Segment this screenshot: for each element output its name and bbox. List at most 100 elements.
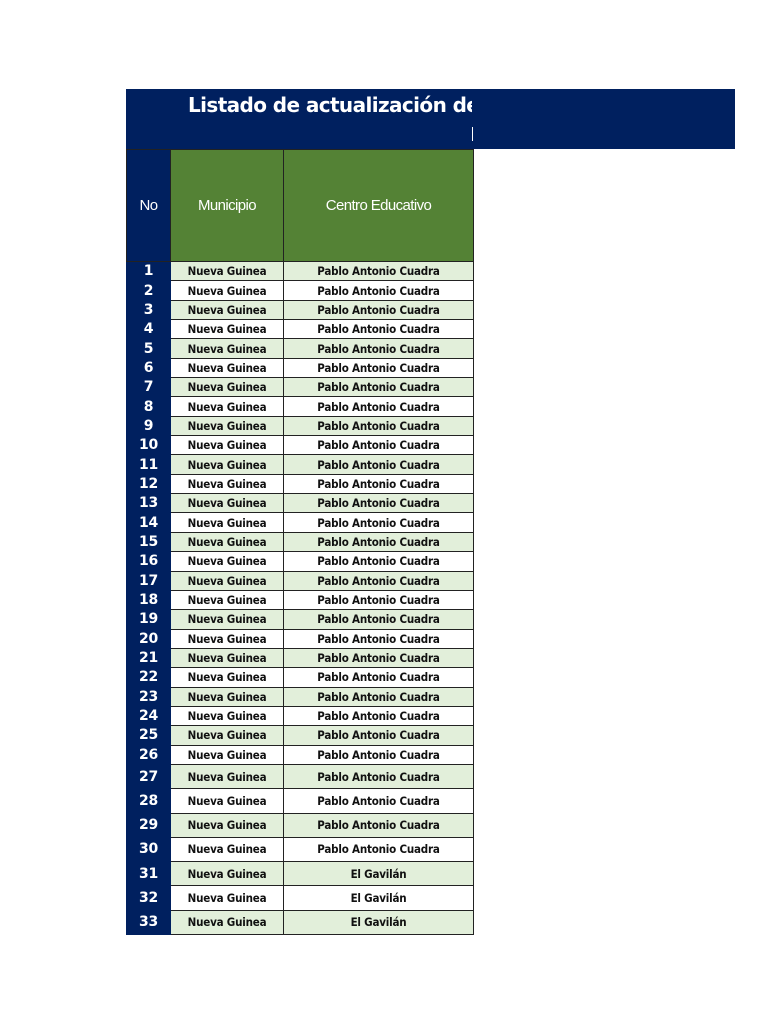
cell-centro: Pablo Antonio Cuadra bbox=[283, 260, 474, 282]
table-row: 13 Nueva Guinea Pablo Antonio Cuadra bbox=[126, 493, 474, 514]
cell-centro: El Gavilán bbox=[283, 885, 474, 911]
table-row: 32 Nueva Guinea El Gavilán bbox=[126, 885, 474, 911]
cell-municipio: Nueva Guinea bbox=[170, 744, 284, 765]
cell-no: 7 bbox=[126, 377, 171, 398]
cell-no: 4 bbox=[126, 319, 171, 340]
cell-municipio: Nueva Guinea bbox=[170, 260, 284, 282]
cell-municipio: Nueva Guinea bbox=[170, 812, 284, 838]
cell-municipio: Nueva Guinea bbox=[170, 788, 284, 814]
cell-municipio: Nueva Guinea bbox=[170, 686, 284, 707]
cell-municipio: Nueva Guinea bbox=[170, 493, 284, 514]
cell-centro: Pablo Antonio Cuadra bbox=[283, 377, 474, 398]
cell-municipio: Nueva Guinea bbox=[170, 415, 284, 437]
cell-no: 31 bbox=[126, 861, 171, 887]
cell-no: 17 bbox=[126, 570, 171, 591]
cell-no: 10 bbox=[126, 435, 171, 456]
cell-no: 33 bbox=[126, 909, 171, 936]
cell-centro: Pablo Antonio Cuadra bbox=[283, 357, 474, 379]
cell-centro: Pablo Antonio Cuadra bbox=[283, 319, 474, 340]
table-row: 19 Nueva Guinea Pablo Antonio Cuadra bbox=[126, 609, 474, 630]
cell-centro: Pablo Antonio Cuadra bbox=[283, 338, 474, 359]
table-row: 9 Nueva Guinea Pablo Antonio Cuadra bbox=[126, 415, 474, 437]
cell-no: 21 bbox=[126, 647, 171, 669]
cell-municipio: Nueva Guinea bbox=[170, 531, 284, 553]
cell-no: 19 bbox=[126, 609, 171, 630]
cell-centro: Pablo Antonio Cuadra bbox=[283, 589, 474, 611]
cell-centro: Pablo Antonio Cuadra bbox=[283, 667, 474, 688]
cell-centro: Pablo Antonio Cuadra bbox=[283, 609, 474, 630]
table-row: 23 Nueva Guinea Pablo Antonio Cuadra bbox=[126, 686, 474, 707]
table-body: 1 Nueva Guinea Pablo Antonio Cuadra 2 Nueva … bbox=[126, 260, 474, 936]
cell-no: 32 bbox=[126, 885, 171, 911]
cell-no: 29 bbox=[126, 812, 171, 838]
cell-municipio: Nueva Guinea bbox=[170, 473, 284, 495]
table-row: 8 Nueva Guinea Pablo Antonio Cuadra bbox=[126, 396, 474, 417]
cell-no: 28 bbox=[126, 788, 171, 814]
table-row: 17 Nueva Guinea Pablo Antonio Cuadra bbox=[126, 570, 474, 591]
table-row: 12 Nueva Guinea Pablo Antonio Cuadra bbox=[126, 473, 474, 495]
cell-no: 24 bbox=[126, 705, 171, 727]
cell-no: 20 bbox=[126, 628, 171, 649]
cell-centro: Pablo Antonio Cuadra bbox=[283, 788, 474, 814]
cell-municipio: Nueva Guinea bbox=[170, 570, 284, 591]
table-row: 28 Nueva Guinea Pablo Antonio Cuadra bbox=[126, 788, 474, 814]
table-row: 7 Nueva Guinea Pablo Antonio Cuadra bbox=[126, 377, 474, 398]
cell-centro: Pablo Antonio Cuadra bbox=[283, 812, 474, 838]
cell-edge-mark bbox=[472, 127, 473, 141]
table-row: 11 Nueva Guinea Pablo Antonio Cuadra bbox=[126, 454, 474, 475]
cell-centro: Pablo Antonio Cuadra bbox=[283, 836, 474, 863]
cell-no: 15 bbox=[126, 531, 171, 553]
header-no: No bbox=[126, 149, 171, 262]
cell-municipio: Nueva Guinea bbox=[170, 357, 284, 379]
cell-no: 12 bbox=[126, 473, 171, 495]
cell-municipio: Nueva Guinea bbox=[170, 551, 284, 572]
cell-municipio: Nueva Guinea bbox=[170, 280, 284, 301]
table-row: 2 Nueva Guinea Pablo Antonio Cuadra bbox=[126, 280, 474, 301]
table-row: 21 Nueva Guinea Pablo Antonio Cuadra bbox=[126, 647, 474, 669]
cell-centro: Pablo Antonio Cuadra bbox=[283, 686, 474, 707]
cell-centro: El Gavilán bbox=[283, 909, 474, 936]
cell-centro: Pablo Antonio Cuadra bbox=[283, 512, 474, 533]
cell-municipio: Nueva Guinea bbox=[170, 705, 284, 727]
cell-municipio: Nueva Guinea bbox=[170, 299, 284, 321]
cell-centro: Pablo Antonio Cuadra bbox=[283, 647, 474, 669]
table-row: 15 Nueva Guinea Pablo Antonio Cuadra bbox=[126, 531, 474, 553]
table-row: 5 Nueva Guinea Pablo Antonio Cuadra bbox=[126, 338, 474, 359]
cell-no: 3 bbox=[126, 299, 171, 321]
cell-municipio: Nueva Guinea bbox=[170, 725, 284, 746]
cell-centro: Pablo Antonio Cuadra bbox=[283, 493, 474, 514]
cell-municipio: Nueva Guinea bbox=[170, 667, 284, 688]
table-row: 20 Nueva Guinea Pablo Antonio Cuadra bbox=[126, 628, 474, 649]
cell-no: 30 bbox=[126, 836, 171, 863]
cell-centro: Pablo Antonio Cuadra bbox=[283, 744, 474, 765]
cell-no: 16 bbox=[126, 551, 171, 572]
table-row: 29 Nueva Guinea Pablo Antonio Cuadra bbox=[126, 812, 474, 838]
cell-no: 27 bbox=[126, 763, 171, 790]
data-table: No Municipio Centro Educativo 1 Nueva Gui… bbox=[126, 149, 474, 936]
cell-no: 5 bbox=[126, 338, 171, 359]
table-row: 18 Nueva Guinea Pablo Antonio Cuadra bbox=[126, 589, 474, 611]
cell-municipio: Nueva Guinea bbox=[170, 435, 284, 456]
cell-no: 13 bbox=[126, 493, 171, 514]
cell-no: 6 bbox=[126, 357, 171, 379]
table-row: 30 Nueva Guinea Pablo Antonio Cuadra bbox=[126, 836, 474, 863]
table-row: 6 Nueva Guinea Pablo Antonio Cuadra bbox=[126, 357, 474, 379]
table-row: 16 Nueva Guinea Pablo Antonio Cuadra bbox=[126, 551, 474, 572]
cell-municipio: Nueva Guinea bbox=[170, 338, 284, 359]
header-centro: Centro Educativo bbox=[283, 149, 474, 262]
cell-centro: Pablo Antonio Cuadra bbox=[283, 415, 474, 437]
cell-municipio: Nueva Guinea bbox=[170, 628, 284, 649]
cell-centro: Pablo Antonio Cuadra bbox=[283, 628, 474, 649]
table-row: 31 Nueva Guinea El Gavilán bbox=[126, 861, 474, 887]
cell-centro: El Gavilán bbox=[283, 861, 474, 887]
cell-centro: Pablo Antonio Cuadra bbox=[283, 473, 474, 495]
table-row: 10 Nueva Guinea Pablo Antonio Cuadra bbox=[126, 435, 474, 456]
cell-municipio: Nueva Guinea bbox=[170, 647, 284, 669]
cell-centro: Pablo Antonio Cuadra bbox=[283, 454, 474, 475]
cell-municipio: Nueva Guinea bbox=[170, 763, 284, 790]
cell-centro: Pablo Antonio Cuadra bbox=[283, 570, 474, 591]
table-row: 14 Nueva Guinea Pablo Antonio Cuadra bbox=[126, 512, 474, 533]
cell-centro: Pablo Antonio Cuadra bbox=[283, 531, 474, 553]
cell-municipio: Nueva Guinea bbox=[170, 396, 284, 417]
cell-centro: Pablo Antonio Cuadra bbox=[283, 763, 474, 790]
